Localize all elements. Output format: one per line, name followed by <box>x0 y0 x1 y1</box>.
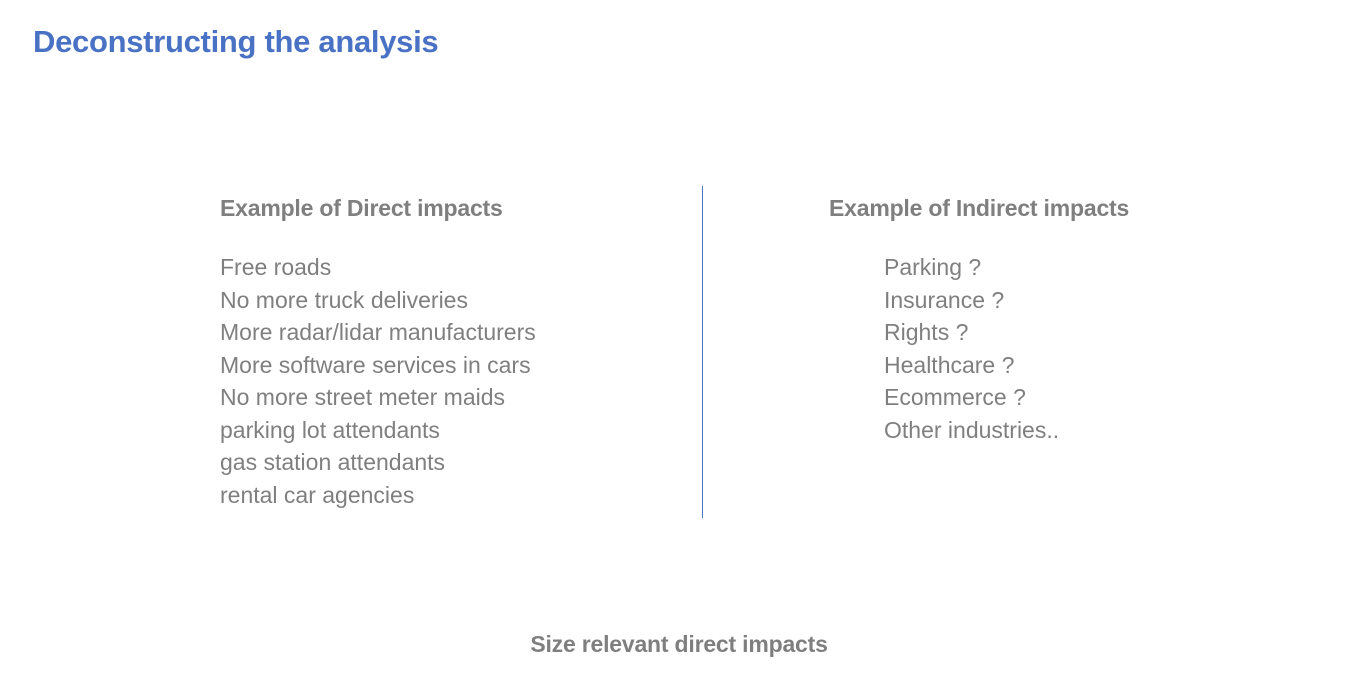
column-divider <box>702 186 703 518</box>
indirect-impacts-list: Parking ? Insurance ? Rights ? Healthcar… <box>884 251 1129 446</box>
list-item: Parking ? <box>884 254 982 280</box>
direct-impacts-list: Free roads No more truck deliveries More… <box>220 251 536 511</box>
list-item: Healthcare ? <box>884 351 1015 378</box>
footer-note: Size relevant direct impacts <box>530 631 828 657</box>
direct-impacts-heading: Example of Direct impacts <box>220 195 503 221</box>
list-item: rental car agencies <box>220 481 415 508</box>
list-item: More radar/lidar manufacturers <box>220 319 536 345</box>
list-item: Free roads <box>220 254 332 280</box>
list-item: No more street meter maids <box>220 384 506 410</box>
list-item: parking lot attendants <box>220 416 440 443</box>
list-item: Other industries.. <box>884 416 1060 443</box>
slide-title: Deconstructing the analysis <box>33 24 439 59</box>
indirect-impacts-heading: Example of Indirect impacts <box>829 195 1130 221</box>
list-item: No more truck deliveries <box>220 286 468 313</box>
list-item: Ecommerce ? <box>884 384 1026 410</box>
indirect-impacts-column: Example of Indirect impacts Parking ? In… <box>829 192 1129 446</box>
list-item: Rights ? <box>884 319 969 345</box>
list-item: gas station attendants <box>220 449 446 475</box>
list-item: Insurance ? <box>884 286 1005 313</box>
list-item: More software services in cars <box>220 351 531 378</box>
direct-impacts-column: Example of Direct impacts Free roads No … <box>220 192 536 511</box>
